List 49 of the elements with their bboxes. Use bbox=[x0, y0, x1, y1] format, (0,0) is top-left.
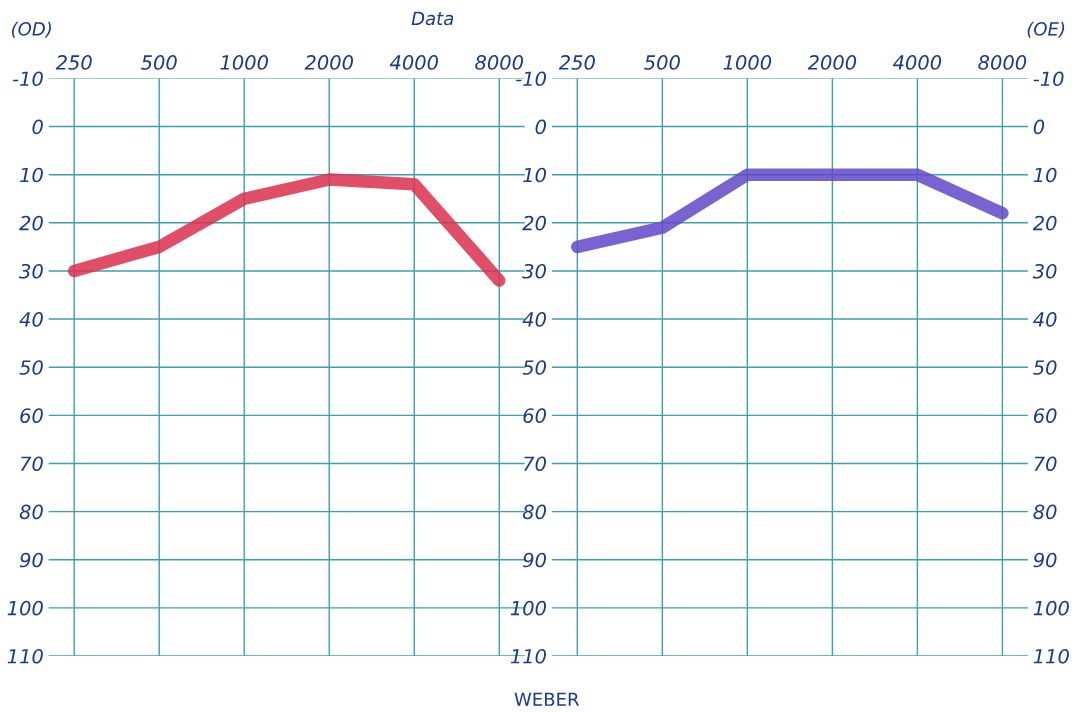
y-tick-label: 90 bbox=[19, 552, 43, 568]
x-tick-label: 2000 bbox=[807, 55, 857, 70]
y-tick-label: 70 bbox=[524, 456, 546, 472]
y-tick-label: 0 bbox=[535, 119, 546, 135]
text: WEBER bbox=[514, 692, 580, 706]
y-tick-label: 10 bbox=[20, 167, 43, 183]
y2-tick-label: 30 bbox=[1032, 263, 1057, 279]
y2-tick-label: 20 bbox=[1032, 215, 1057, 231]
y2-tick-label: 50 bbox=[1033, 360, 1057, 375]
y-tick-label: 0 bbox=[32, 119, 43, 135]
y2-tick-label: 80 bbox=[1033, 504, 1057, 520]
chart-title: (OE) bbox=[1027, 21, 1065, 38]
x-tick-label: 1000 bbox=[723, 55, 772, 70]
x-tick-label: 500 bbox=[644, 55, 680, 70]
y2-tick-label: 10 bbox=[1033, 167, 1057, 183]
y-tick-label: 80 bbox=[19, 504, 43, 520]
y2-tick-label: 40 bbox=[1033, 312, 1057, 327]
y-tick-label: 50 bbox=[19, 360, 43, 375]
y2-tick-label: 60 bbox=[1033, 408, 1057, 423]
y-tick-label: 110 bbox=[510, 648, 546, 664]
y2-tick-label: 70 bbox=[1034, 456, 1057, 472]
x-tick-label: 4000 bbox=[892, 55, 942, 70]
y-tick-label: 40 bbox=[19, 312, 43, 327]
y-tick-label: 30 bbox=[19, 263, 43, 279]
y-tick-label: 20 bbox=[19, 215, 43, 231]
y-tick-label: 10 bbox=[523, 167, 546, 183]
y2-tick-label: -10 bbox=[1033, 71, 1064, 87]
y-tick-label: 60 bbox=[523, 408, 546, 423]
chart-title: (OD) bbox=[12, 21, 51, 38]
y-tick-label: 90 bbox=[523, 552, 546, 568]
y2-tick-label: 90 bbox=[1033, 552, 1057, 568]
text: Data bbox=[411, 11, 454, 26]
y-tick-label: 20 bbox=[522, 215, 546, 231]
y-tick-label: 30 bbox=[522, 263, 546, 279]
x-tick-label: 8000 bbox=[978, 55, 1027, 70]
y-tick-label: 100 bbox=[510, 600, 546, 616]
y-tick-label: -10 bbox=[516, 71, 546, 87]
y2-tick-label: 0 bbox=[1033, 119, 1045, 135]
y-tick-label: 110 bbox=[7, 648, 43, 664]
y-tick-label: 100 bbox=[7, 600, 43, 616]
y-tick-label: 70 bbox=[20, 456, 43, 472]
y2-tick-label: 110 bbox=[1033, 648, 1069, 664]
y-tick-label: -10 bbox=[12, 71, 43, 87]
y-tick-label: 80 bbox=[522, 504, 546, 520]
y-tick-label: 40 bbox=[522, 312, 546, 327]
y-tick-label: 60 bbox=[20, 408, 43, 423]
y-tick-label: 50 bbox=[522, 360, 546, 375]
x-tick-label: 250 bbox=[558, 55, 595, 70]
y2-tick-label: 100 bbox=[1033, 600, 1069, 616]
